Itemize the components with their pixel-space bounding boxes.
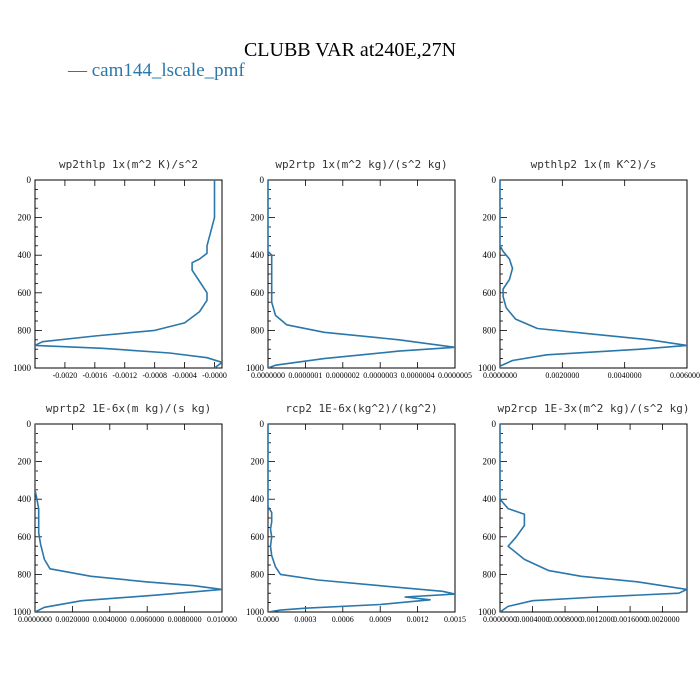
x-tick-label: -0.0000: [202, 371, 227, 380]
y-tick-label: 200: [18, 457, 32, 467]
x-tick-label: 0.0000000: [251, 371, 285, 380]
subplot-grid: wp2thlp 1x(m^2 K)/s^2 0 200 400 600 800 1000 -0…: [13, 158, 700, 624]
y-tick-label: 800: [251, 325, 265, 335]
panel-title: wp2rcp 1E-3x(m^2 kg)/(s^2 kg): [497, 402, 689, 415]
y-tick-label: 1000: [246, 607, 265, 617]
y-tick-label: 600: [483, 532, 497, 542]
panel-2: wp2rtp 1x(m^2 kg)/(s^2 kg) 0 200 400 600 800 1…: [246, 158, 472, 380]
y-tick-label: 800: [18, 569, 32, 579]
panel-3: wpthlp2 1x(m K^2)/s020040060080010000.00…: [478, 158, 700, 380]
x-tick-label: 0.0060000: [670, 371, 700, 380]
x-tick-label: 0.0000003: [363, 371, 397, 380]
x-tick-label: 0.0020000: [55, 615, 89, 624]
panel-6: wp2rcp 1E-3x(m^2 kg)/(s^2 kg)0 200 400 600 8…: [478, 402, 690, 624]
x-tick-label: -0.0020: [53, 371, 78, 380]
panel-4: wprtp2 1E-6x(m kg)/(s kg) 0 200 400 600 800 10…: [13, 402, 237, 624]
y-tick-label: 800: [251, 569, 265, 579]
y-tick-label: 600: [251, 532, 265, 542]
x-tick-label: 0.0040000: [608, 371, 642, 380]
x-tick-label: -0.0016: [83, 371, 108, 380]
x-tick-label: 0.0000000: [483, 371, 517, 380]
x-tick-label: -0.0004: [172, 371, 197, 380]
y-tick-label: 400: [251, 250, 265, 260]
x-tick-label: 0.0000000: [483, 615, 517, 624]
figure-title: CLUBB VAR at240E,27N: [244, 39, 456, 61]
x-tick-label: 0.0008000: [548, 615, 582, 624]
plot-frame: [34, 423, 223, 613]
panel-title: wp2rtp 1x(m^2 kg)/(s^2 kg): [275, 158, 447, 171]
x-tick-label: -0.0008: [142, 371, 167, 380]
y-tick-label: 600: [18, 288, 32, 298]
x-tick-label: 0.0016000: [613, 615, 647, 624]
panel-title: wpthlp2 1x(m K^2)/s: [531, 158, 657, 171]
y-tick-label: 400: [18, 494, 32, 504]
y-tick-label: 400: [483, 494, 497, 504]
series-line-cam144_lscale_pmf: [268, 180, 455, 368]
x-tick-label: 0.0012: [407, 615, 429, 624]
x-tick-label: 0.0080000: [168, 615, 202, 624]
y-tick-label: 0: [260, 419, 265, 429]
plot-frame: [267, 179, 456, 369]
y-tick-label: 0: [27, 175, 32, 185]
series-line-cam144_lscale_pmf: [35, 180, 222, 368]
x-tick-label: 0.0040000: [93, 615, 127, 624]
panel-title: rcp2 1E-6x(kg^2)/(kg^2): [285, 402, 437, 415]
y-tick-label: 400: [251, 494, 265, 504]
y-tick-label: 400: [18, 250, 32, 260]
x-tick-label: 0.0000004: [401, 371, 435, 380]
panel-5: rcp2 1E-6x(kg^2)/(kg^2) 0 200 400 600 800 1000…: [246, 402, 466, 624]
y-tick-label: 600: [18, 532, 32, 542]
y-tick-label: 600: [483, 288, 497, 298]
y-tick-label: 0: [492, 175, 497, 185]
y-tick-label: 200: [483, 457, 497, 467]
x-tick-label: -0.0012: [112, 371, 137, 380]
x-tick-label: 0.010000: [207, 615, 237, 624]
series-line-cam144_lscale_pmf: [268, 424, 455, 612]
x-tick-label: 0.0015: [444, 615, 466, 624]
y-tick-label: 800: [483, 569, 497, 579]
panel-title: wprtp2 1E-6x(m kg)/(s kg): [46, 402, 212, 415]
x-tick-label: 0.0012000: [581, 615, 615, 624]
y-tick-label: 0: [260, 175, 265, 185]
x-tick-label: 0.0006: [332, 615, 354, 624]
y-tick-label: 600: [251, 288, 265, 298]
y-tick-label: 1000: [478, 607, 497, 617]
x-tick-label: 0.0009: [369, 615, 391, 624]
series-line-cam144_lscale_pmf: [500, 180, 687, 368]
x-tick-label: 0.0000000: [18, 615, 52, 624]
y-tick-label: 1000: [246, 363, 265, 373]
plot-frame: [499, 179, 688, 369]
y-tick-label: 200: [251, 457, 265, 467]
x-tick-label: 0.0060000: [130, 615, 164, 624]
y-tick-label: 400: [483, 250, 497, 260]
x-tick-label: 0.0004000: [516, 615, 550, 624]
panel-title: wp2thlp 1x(m^2 K)/s^2: [59, 158, 198, 171]
y-tick-label: 1000: [13, 363, 32, 373]
panel-1: wp2thlp 1x(m^2 K)/s^2 0 200 400 600 800 1000 -0…: [13, 158, 227, 380]
y-tick-label: 800: [483, 325, 497, 335]
x-tick-label: 0.0000001: [288, 371, 322, 380]
series-line-cam144_lscale_pmf: [500, 424, 687, 612]
x-tick-label: 0.0020000: [646, 615, 680, 624]
x-tick-label: 0.0000: [257, 615, 279, 624]
x-tick-label: 0.0000005: [438, 371, 472, 380]
y-tick-label: 200: [18, 213, 32, 223]
x-tick-label: 0.0003: [294, 615, 316, 624]
plot-frame: [499, 423, 688, 613]
y-tick-label: 0: [492, 419, 497, 429]
x-tick-label: 0.0020000: [545, 371, 579, 380]
y-tick-label: 1000: [13, 607, 32, 617]
y-tick-label: 1000: [478, 363, 497, 373]
y-tick-label: 200: [251, 213, 265, 223]
y-tick-label: 200: [483, 213, 497, 223]
y-tick-label: 0: [27, 419, 32, 429]
y-tick-label: 800: [18, 325, 32, 335]
series-line-cam144_lscale_pmf: [35, 424, 222, 612]
legend-entry: — cam144_lscale_pmf: [67, 60, 245, 81]
x-tick-label: 0.0000002: [326, 371, 360, 380]
